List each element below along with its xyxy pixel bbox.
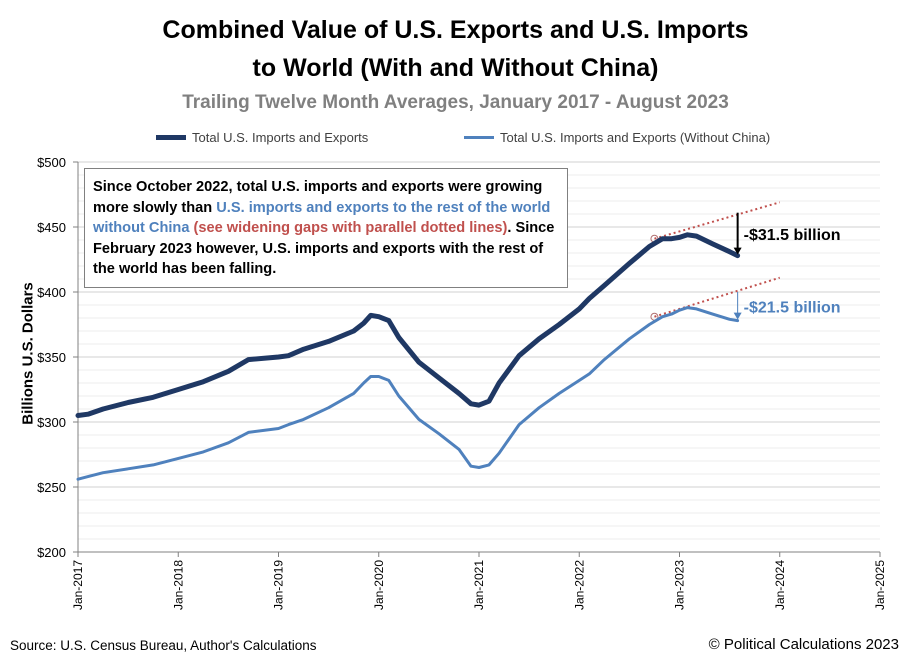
note-text-highlight-blue: U.S. imports and exports to the rest of …	[93, 199, 551, 237]
y-tick-label: $350	[37, 350, 66, 365]
y-tick-label: $400	[37, 285, 66, 300]
y-tick-label: $200	[37, 545, 66, 560]
annotation-label: -$31.5 billion	[744, 227, 841, 244]
x-tick-label: Jan-2025	[873, 560, 887, 610]
chart-title-line-1: Combined Value of U.S. Exports and U.S. …	[162, 16, 749, 44]
x-tick-label: Jan-2020	[372, 560, 386, 610]
series-line-without-china	[76, 306, 740, 481]
annotation-arrowhead	[733, 247, 742, 255]
series-line-total	[75, 232, 741, 418]
legend-label-without-china: Total U.S. Imports and Exports (Without …	[500, 130, 771, 145]
annotation-label: -$21.5 billion	[744, 299, 841, 316]
annotation-note-box: Since October 2022, total U.S. imports a…	[84, 168, 568, 288]
annotation-arrowhead	[733, 312, 742, 320]
y-tick-label: $300	[37, 415, 66, 430]
note-text-highlight-red: (see widening gaps with parallel dotted …	[193, 220, 508, 236]
legend-item-total: Total U.S. Imports and Exports	[156, 130, 368, 145]
x-tick-label: Jan-2022	[572, 560, 586, 610]
legend-swatch-without-china	[464, 136, 494, 139]
x-tick-label: Jan-2019	[272, 560, 286, 610]
legend-label-total: Total U.S. Imports and Exports	[192, 130, 369, 145]
x-tick-label: Jan-2021	[472, 560, 486, 610]
y-tick-label: $500	[37, 155, 66, 170]
y-tick-label: $250	[37, 480, 66, 495]
chart-legend: Total U.S. Imports and Exports Total U.S…	[0, 130, 911, 150]
trend-line-dotted	[654, 276, 781, 318]
x-tick-label: Jan-2023	[673, 560, 687, 610]
note-text-2: . Since February 2023 however, U.S. impo…	[93, 220, 555, 277]
source-note: Source: U.S. Census Bureau, Author's Cal…	[10, 638, 317, 653]
x-tick-label: Jan-2017	[71, 560, 85, 610]
note-text-1: Since October 2022, total U.S. imports a…	[93, 179, 543, 216]
y-tick-label: $450	[37, 220, 66, 235]
chart-title-line-2: to World (With and Without China)	[252, 54, 659, 82]
trend-line-dotted	[654, 201, 781, 240]
chart-subtitle: Trailing Twelve Month Averages, January …	[182, 92, 729, 113]
x-tick-label: Jan-2024	[773, 560, 787, 610]
legend-swatch-total	[156, 135, 186, 140]
copyright-note: © Political Calculations 2023	[708, 636, 899, 653]
legend-item-without-china: Total U.S. Imports and Exports (Without …	[464, 130, 770, 145]
x-tick-label: Jan-2018	[171, 560, 185, 610]
